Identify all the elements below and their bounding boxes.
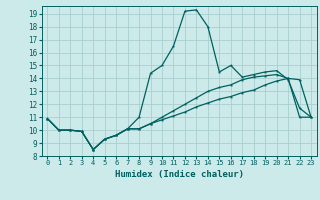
X-axis label: Humidex (Indice chaleur): Humidex (Indice chaleur) — [115, 170, 244, 179]
